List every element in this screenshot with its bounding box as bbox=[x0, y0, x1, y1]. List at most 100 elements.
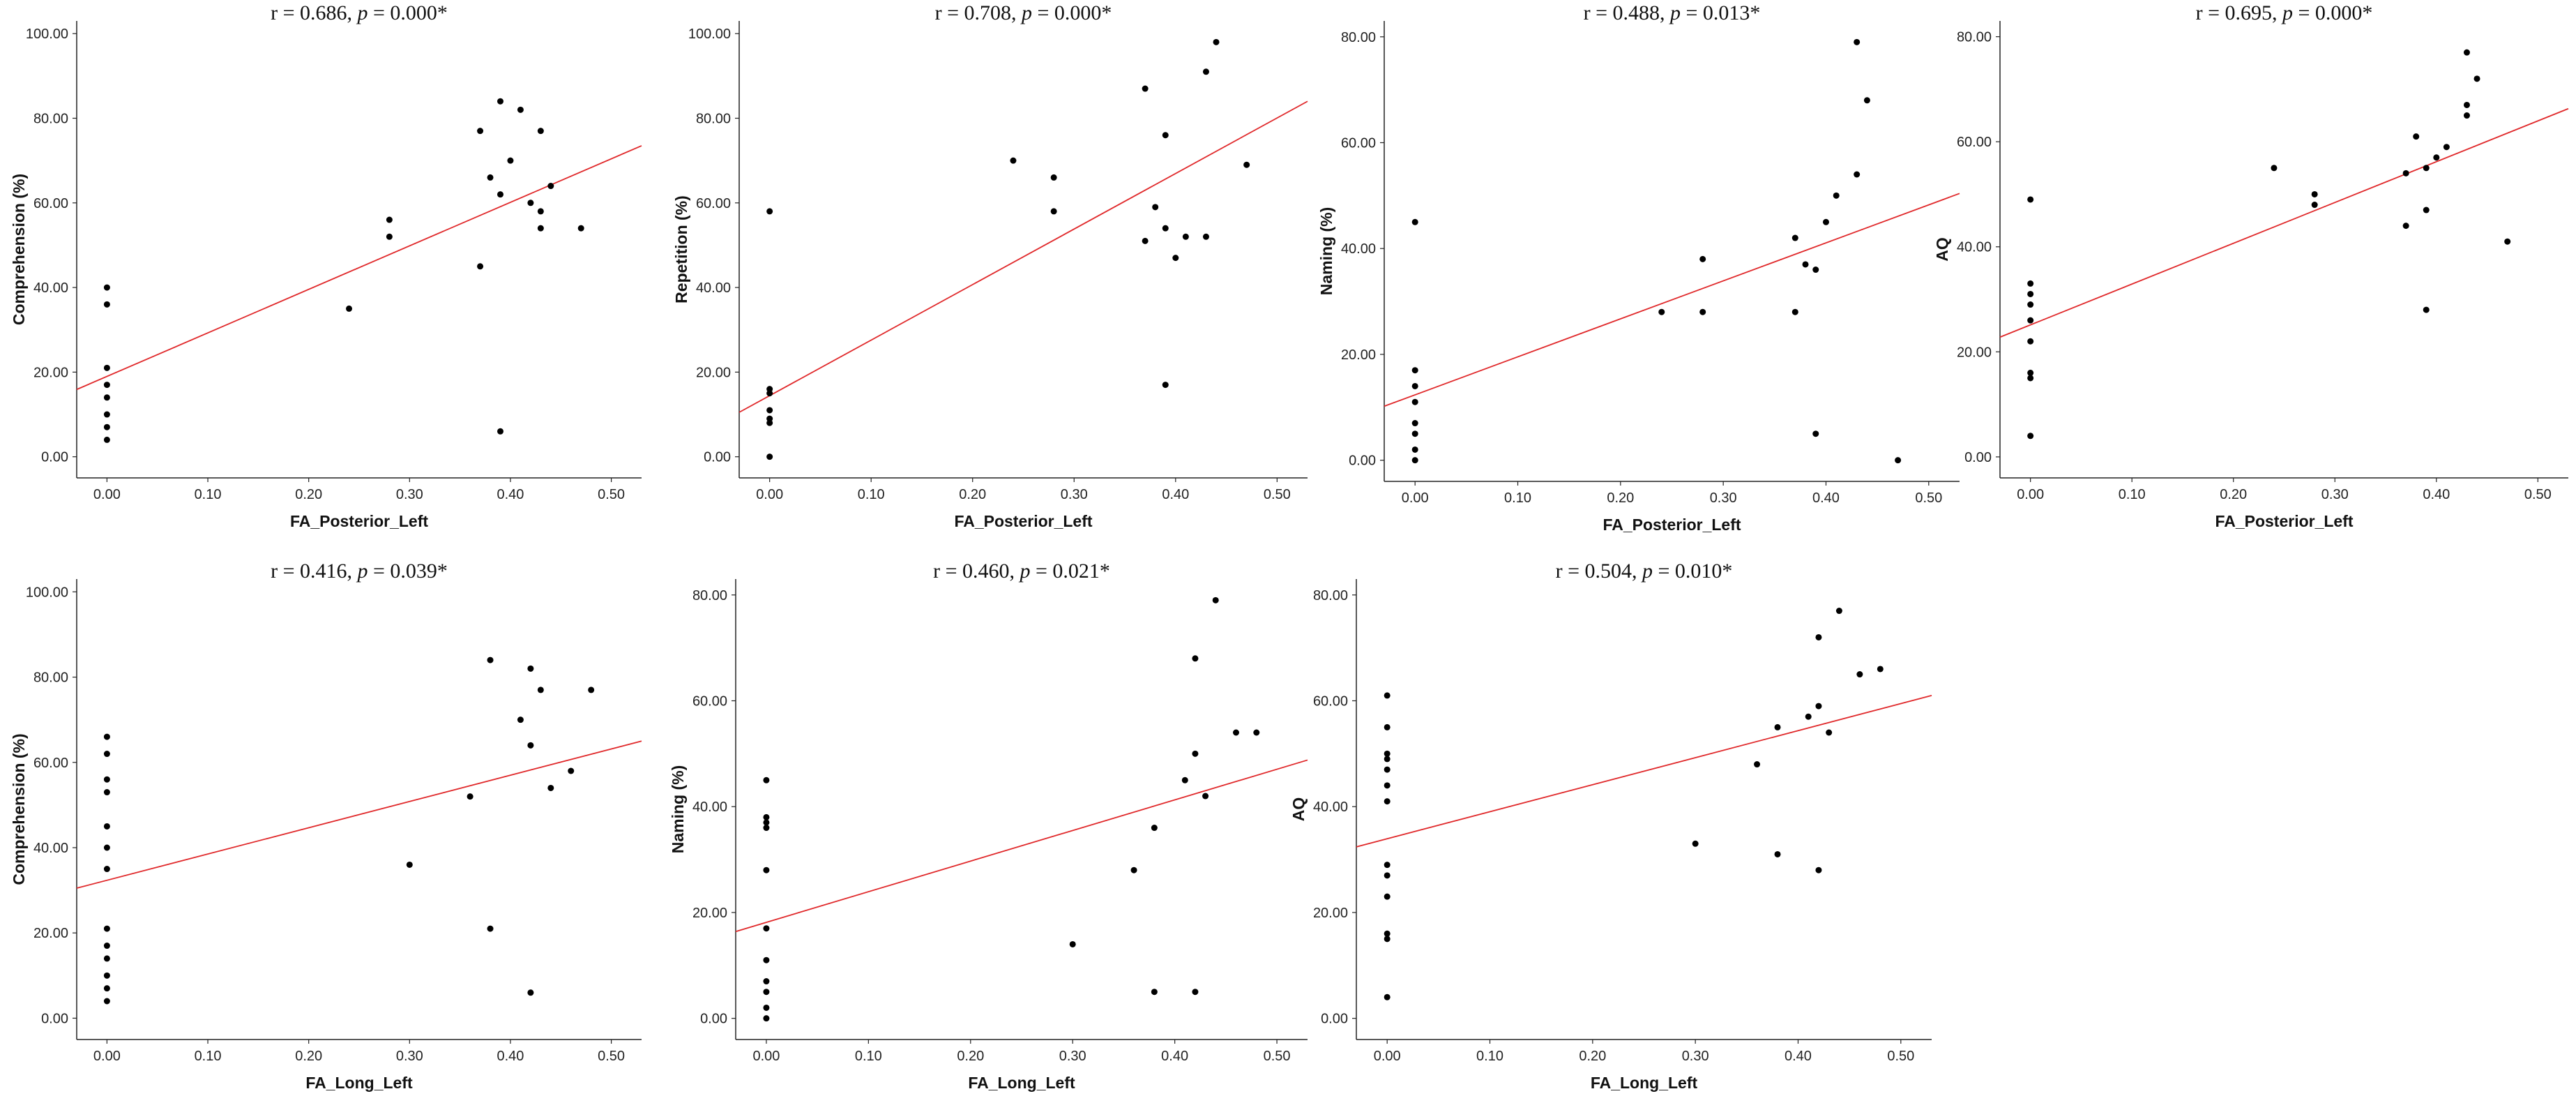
y-tick-label: 40.00 bbox=[692, 800, 727, 815]
data-point bbox=[1192, 989, 1199, 996]
x-tick-label: 0.20 bbox=[1607, 490, 1634, 506]
x-tick-label: 0.10 bbox=[858, 487, 885, 502]
data-point bbox=[1233, 729, 1239, 736]
data-point bbox=[497, 98, 503, 105]
y-tick-label: 0.00 bbox=[1964, 450, 1992, 465]
y-tick-label: 20.00 bbox=[692, 906, 727, 921]
data-point bbox=[1162, 382, 1169, 389]
x-tick-label: 0.10 bbox=[1476, 1049, 1503, 1064]
data-point bbox=[103, 436, 110, 443]
x-axis-label: FA_Long_Left bbox=[305, 1074, 413, 1092]
data-point bbox=[537, 128, 544, 135]
x-tick-label: 0.30 bbox=[1061, 487, 1088, 502]
panel-title: r = 0.416, p = 0.039* bbox=[271, 560, 448, 583]
data-point bbox=[1411, 457, 1418, 464]
y-tick-label: 60.00 bbox=[692, 693, 727, 709]
data-point bbox=[766, 407, 773, 414]
y-tick-label: 100.00 bbox=[26, 585, 68, 600]
data-point bbox=[1162, 225, 1169, 232]
data-point bbox=[2443, 144, 2450, 151]
data-point bbox=[1833, 192, 1840, 199]
data-point bbox=[2027, 280, 2034, 287]
x-tick-label: 0.30 bbox=[1710, 490, 1737, 506]
panel-title: r = 0.460, p = 0.021* bbox=[933, 560, 1110, 583]
data-point bbox=[1202, 68, 1209, 75]
data-point bbox=[2027, 301, 2034, 308]
data-point bbox=[1050, 174, 1057, 181]
data-point bbox=[507, 157, 514, 164]
data-point bbox=[1384, 936, 1391, 943]
data-point bbox=[1774, 723, 1781, 730]
data-point bbox=[1384, 723, 1391, 730]
data-point bbox=[1181, 776, 1188, 783]
y-tick-label: 0.00 bbox=[41, 1011, 68, 1026]
data-point bbox=[2463, 101, 2470, 108]
data-point bbox=[2027, 338, 2034, 345]
data-point bbox=[527, 989, 534, 996]
scatter-panel-5: 0.00 0.10 0.20 0.30 0.40 0.50 0.00 20.00 40.00 60… bbox=[10, 560, 642, 1092]
data-point bbox=[1384, 930, 1391, 937]
x-axis-label: FA_Posterior_Left bbox=[954, 512, 1092, 530]
y-tick-label: 20.00 bbox=[33, 365, 68, 380]
data-point bbox=[2027, 196, 2034, 203]
data-point bbox=[2433, 154, 2440, 161]
regression-line bbox=[1999, 107, 2569, 338]
data-point bbox=[1384, 862, 1391, 869]
data-point bbox=[1692, 840, 1699, 847]
data-point bbox=[1802, 261, 1809, 268]
y-tick-label: 60.00 bbox=[1341, 135, 1376, 151]
data-point bbox=[1384, 798, 1391, 805]
data-point bbox=[1699, 308, 1706, 315]
x-tick-label: 0.30 bbox=[2321, 487, 2349, 502]
data-point bbox=[1815, 866, 1822, 873]
data-point bbox=[103, 364, 110, 371]
x-tick-label: 0.20 bbox=[1579, 1049, 1606, 1064]
data-point bbox=[763, 956, 770, 963]
x-axis-label: FA_Posterior_Left bbox=[290, 512, 428, 530]
data-point bbox=[763, 819, 770, 826]
data-point bbox=[588, 686, 595, 693]
data-point bbox=[763, 825, 770, 832]
data-point bbox=[537, 686, 544, 693]
data-point bbox=[1411, 420, 1418, 427]
data-point bbox=[1774, 850, 1781, 857]
x-tick-label: 0.50 bbox=[1264, 487, 1291, 502]
regression-line bbox=[1356, 695, 1932, 848]
data-point bbox=[103, 301, 110, 308]
data-point bbox=[763, 989, 770, 996]
data-point bbox=[1699, 255, 1706, 262]
data-point bbox=[103, 972, 110, 979]
data-point bbox=[2311, 190, 2318, 197]
y-tick-label: 80.00 bbox=[1313, 588, 1348, 603]
data-point bbox=[2463, 49, 2470, 56]
x-tick-label: 0.30 bbox=[396, 1049, 423, 1064]
data-point bbox=[1142, 237, 1149, 244]
data-point bbox=[2423, 165, 2430, 172]
y-tick-label: 40.00 bbox=[696, 280, 731, 296]
data-point bbox=[1411, 446, 1418, 453]
data-point bbox=[517, 716, 524, 723]
data-point bbox=[766, 419, 773, 426]
data-point bbox=[2402, 170, 2409, 177]
data-point bbox=[1411, 430, 1418, 437]
regression-line bbox=[76, 740, 642, 889]
data-point bbox=[1162, 132, 1169, 139]
scatter-panel-6: 0.00 0.10 0.20 0.30 0.40 0.50 0.00 20.00 40.00 60… bbox=[669, 560, 1308, 1092]
y-tick-label: 0.00 bbox=[1321, 1012, 1348, 1027]
x-tick-label: 0.40 bbox=[497, 487, 524, 502]
data-point bbox=[103, 955, 110, 962]
y-tick-label: 60.00 bbox=[1957, 135, 1992, 150]
data-point bbox=[1130, 866, 1137, 873]
x-axis-label: FA_Long_Left bbox=[968, 1074, 1075, 1092]
data-point bbox=[2504, 238, 2511, 245]
x-tick-label: 0.10 bbox=[1504, 490, 1531, 506]
y-tick-label: 80.00 bbox=[692, 588, 727, 603]
data-point bbox=[103, 733, 110, 740]
data-point bbox=[1384, 872, 1391, 879]
data-point bbox=[527, 200, 534, 207]
data-point bbox=[763, 1015, 770, 1022]
data-point bbox=[1895, 457, 1902, 464]
y-tick-label: 20.00 bbox=[1957, 345, 1992, 360]
data-point bbox=[1142, 85, 1149, 92]
